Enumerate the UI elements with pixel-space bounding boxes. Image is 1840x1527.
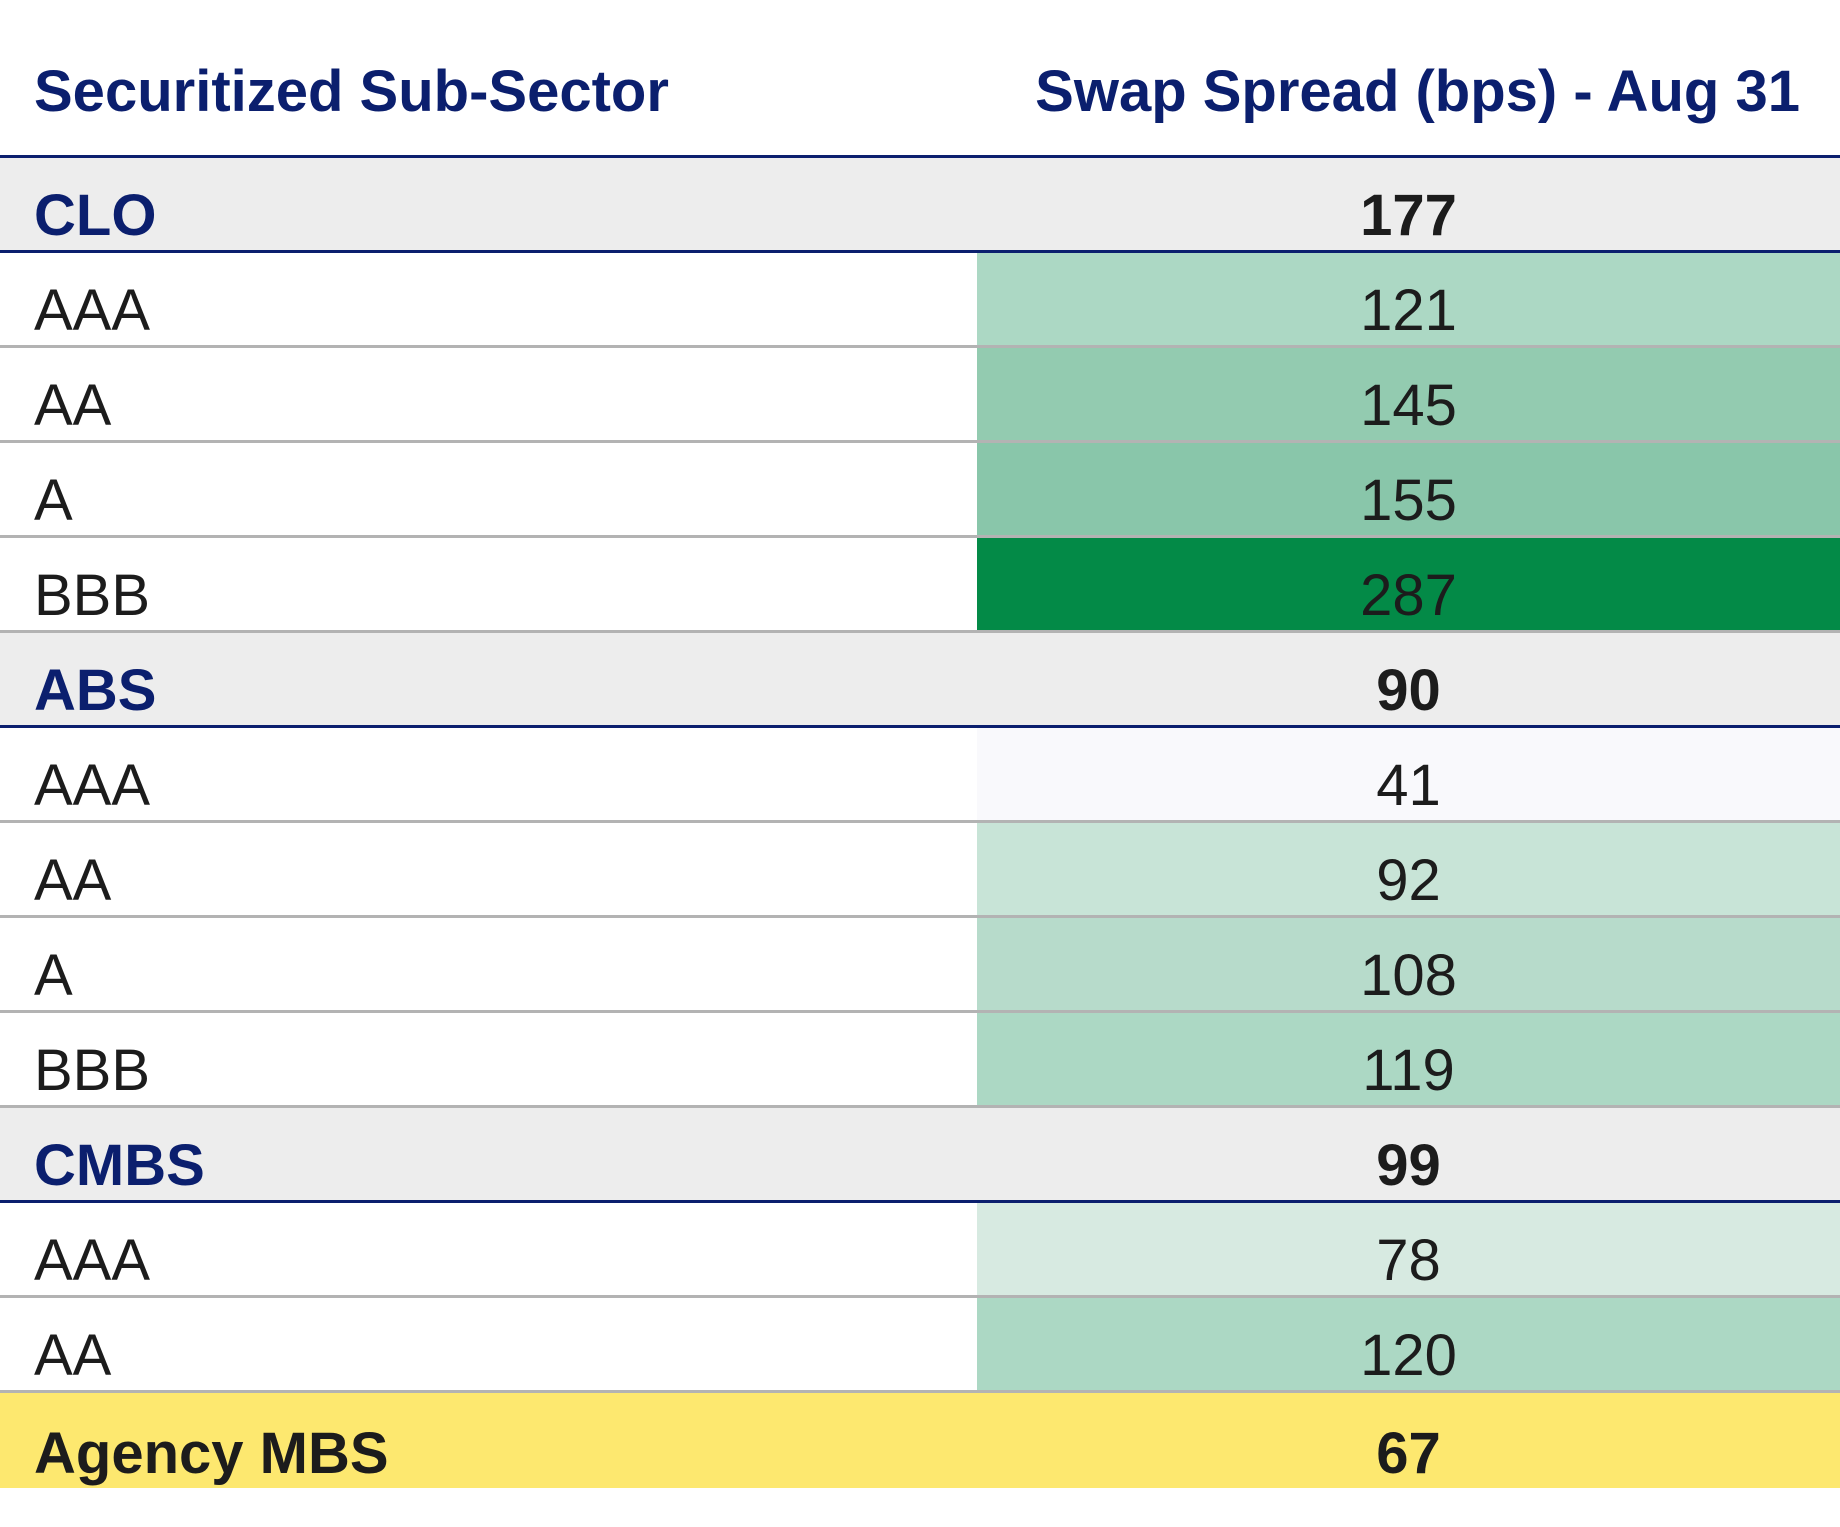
rating-row-a: A 108 bbox=[0, 918, 1840, 1013]
sector-label: CLO bbox=[34, 183, 157, 248]
sector-label: CMBS bbox=[34, 1133, 205, 1198]
sector-row-clo: CLO 177 bbox=[0, 158, 1840, 253]
rating-label: AA bbox=[34, 848, 112, 913]
heat-cell bbox=[977, 823, 1840, 915]
rating-label: AA bbox=[34, 1323, 112, 1388]
spread-value: 41 bbox=[1376, 753, 1441, 818]
spread-value: 99 bbox=[1376, 1133, 1441, 1198]
heat-cell bbox=[977, 1013, 1840, 1105]
table-body: CLO 177 AAA 121 AA 145 A 155 BBB 287 ABS 90 AAA 41 AA 9… bbox=[0, 158, 1840, 1488]
heat-cell bbox=[977, 728, 1840, 820]
header-swap-spread: Swap Spread (bps) - Aug 31 bbox=[1035, 59, 1800, 124]
rating-label: AAA bbox=[34, 1228, 151, 1293]
rating-row-bbb: BBB 119 bbox=[0, 1013, 1840, 1108]
spread-value: 145 bbox=[1360, 373, 1457, 438]
rating-label: AAA bbox=[34, 278, 151, 343]
sector-label: ABS bbox=[34, 658, 157, 723]
heat-cell bbox=[977, 918, 1840, 1010]
spread-value: 121 bbox=[1360, 278, 1457, 343]
heat-cell bbox=[977, 1203, 1840, 1295]
rating-row-bbb: BBB 287 bbox=[0, 538, 1840, 633]
spread-value: 90 bbox=[1376, 658, 1441, 723]
agency-label: Agency MBS bbox=[34, 1421, 389, 1486]
rating-label: AA bbox=[34, 373, 112, 438]
rating-row-aaa: AAA 121 bbox=[0, 253, 1840, 348]
rating-label: BBB bbox=[34, 563, 151, 628]
heat-cell bbox=[977, 538, 1840, 630]
rating-label: A bbox=[34, 943, 73, 1008]
rating-label: AAA bbox=[34, 753, 151, 818]
rating-row-aa: AA 92 bbox=[0, 823, 1840, 918]
rating-row-aaa: AAA 41 bbox=[0, 728, 1840, 823]
spread-value: 119 bbox=[1362, 1038, 1455, 1103]
spread-value: 120 bbox=[1360, 1323, 1457, 1388]
spread-value: 155 bbox=[1360, 468, 1457, 533]
rating-row-a: A 155 bbox=[0, 443, 1840, 538]
rating-row-aa: AA 145 bbox=[0, 348, 1840, 443]
table-header: Securitized Sub-Sector Swap Spread (bps)… bbox=[0, 0, 1840, 158]
heat-cell bbox=[977, 348, 1840, 440]
rating-row-aa: AA 120 bbox=[0, 1298, 1840, 1393]
rating-label: A bbox=[34, 468, 73, 533]
rating-row-aaa: AAA 78 bbox=[0, 1203, 1840, 1298]
spread-value: 92 bbox=[1376, 848, 1441, 913]
spread-value: 78 bbox=[1376, 1228, 1441, 1293]
sector-row-abs: ABS 90 bbox=[0, 633, 1840, 728]
spread-value: 287 bbox=[1360, 563, 1457, 628]
spread-value: 177 bbox=[1360, 183, 1457, 248]
spread-value: 67 bbox=[1376, 1421, 1441, 1486]
sector-row-cmbs: CMBS 99 bbox=[0, 1108, 1840, 1203]
heat-cell bbox=[977, 443, 1840, 535]
spread-table: Securitized Sub-Sector Swap Spread (bps)… bbox=[0, 0, 1840, 1488]
spread-value: 108 bbox=[1360, 943, 1457, 1008]
heat-cell bbox=[977, 1298, 1840, 1390]
heat-cell bbox=[977, 253, 1840, 345]
agency-row-agency-mbs: Agency MBS 67 bbox=[0, 1393, 1840, 1488]
rating-label: BBB bbox=[34, 1038, 151, 1103]
header-sub-sector: Securitized Sub-Sector bbox=[34, 59, 669, 124]
